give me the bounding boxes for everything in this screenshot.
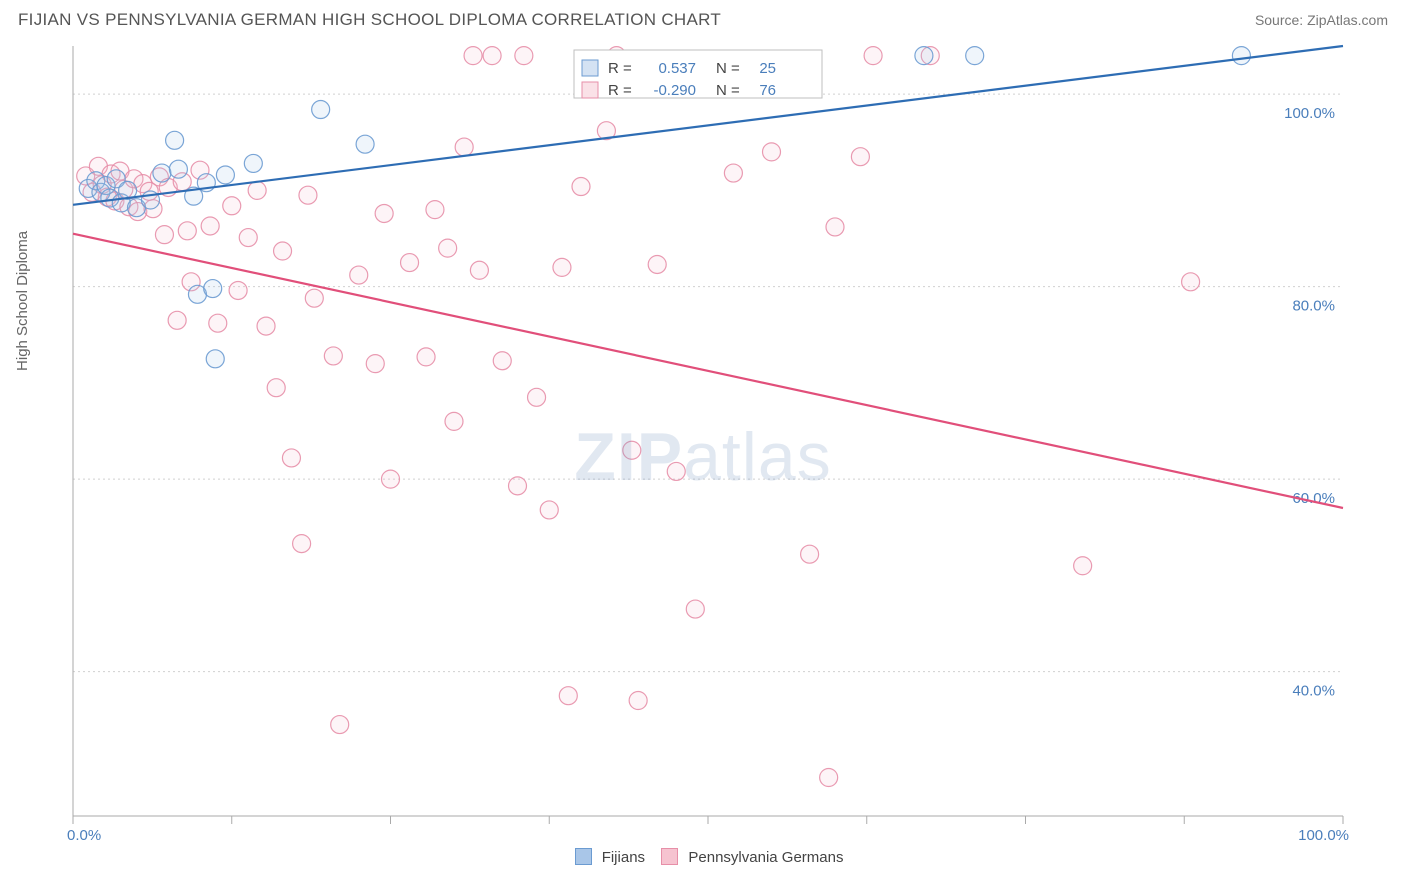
point-pa-germans bbox=[168, 311, 186, 329]
x-tick-label: 0.0% bbox=[67, 827, 101, 844]
point-pa-germans bbox=[455, 138, 473, 156]
source-label: Source: ZipAtlas.com bbox=[1255, 12, 1388, 28]
stat-r-value: 0.537 bbox=[658, 60, 696, 77]
point-fijians bbox=[915, 47, 933, 65]
point-pa-germans bbox=[686, 600, 704, 618]
point-pa-germans bbox=[239, 229, 257, 247]
chart-title: FIJIAN VS PENNSYLVANIA GERMAN HIGH SCHOO… bbox=[18, 10, 721, 30]
stat-swatch-pa-germans bbox=[582, 82, 598, 98]
legend-swatch-pa-germans bbox=[661, 848, 678, 865]
legend-label-pa-germans: Pennsylvania Germans bbox=[688, 849, 843, 866]
point-pa-germans bbox=[724, 164, 742, 182]
point-pa-germans bbox=[229, 281, 247, 299]
point-pa-germans bbox=[1074, 557, 1092, 575]
y-tick-label: 40.0% bbox=[1292, 683, 1335, 700]
point-pa-germans bbox=[366, 355, 384, 373]
stat-swatch-fijians bbox=[582, 60, 598, 76]
point-pa-germans bbox=[572, 178, 590, 196]
point-pa-germans bbox=[299, 186, 317, 204]
point-pa-germans bbox=[493, 352, 511, 370]
point-fijians bbox=[312, 101, 330, 119]
point-pa-germans bbox=[528, 388, 546, 406]
stat-n-value: 25 bbox=[759, 60, 776, 77]
stat-n-label: N = bbox=[716, 82, 740, 99]
point-pa-germans bbox=[509, 477, 527, 495]
series-legend: Fijians Pennsylvania Germans bbox=[0, 848, 1406, 866]
stat-r-label: R = bbox=[608, 82, 632, 99]
point-pa-germans bbox=[209, 314, 227, 332]
legend-swatch-fijians bbox=[575, 848, 592, 865]
point-fijians bbox=[204, 280, 222, 298]
stat-n-value: 76 bbox=[759, 82, 776, 99]
x-tick-label: 100.0% bbox=[1298, 827, 1349, 844]
point-fijians bbox=[153, 164, 171, 182]
point-pa-germans bbox=[540, 501, 558, 519]
point-pa-germans bbox=[401, 254, 419, 272]
point-fijians bbox=[216, 166, 234, 184]
y-tick-label: 100.0% bbox=[1284, 105, 1335, 122]
point-pa-germans bbox=[648, 255, 666, 273]
point-pa-germans bbox=[470, 261, 488, 279]
point-pa-germans bbox=[274, 242, 292, 260]
legend-label-fijians: Fijians bbox=[602, 849, 645, 866]
point-pa-germans bbox=[375, 204, 393, 222]
point-pa-germans bbox=[801, 545, 819, 563]
point-pa-germans bbox=[331, 716, 349, 734]
point-pa-germans bbox=[464, 47, 482, 65]
y-tick-label: 80.0% bbox=[1292, 298, 1335, 315]
point-pa-germans bbox=[350, 266, 368, 284]
point-pa-germans bbox=[248, 181, 266, 199]
point-pa-germans bbox=[223, 197, 241, 215]
point-fijians bbox=[966, 47, 984, 65]
point-pa-germans bbox=[445, 412, 463, 430]
point-pa-germans bbox=[382, 470, 400, 488]
point-pa-germans bbox=[820, 769, 838, 787]
point-fijians bbox=[356, 135, 374, 153]
point-pa-germans bbox=[559, 687, 577, 705]
point-pa-germans bbox=[864, 47, 882, 65]
point-pa-germans bbox=[439, 239, 457, 257]
chart-container: High School Diploma 40.0%60.0%80.0%100.0… bbox=[18, 36, 1388, 846]
point-pa-germans bbox=[629, 692, 647, 710]
point-pa-germans bbox=[257, 317, 275, 335]
point-pa-germans bbox=[623, 441, 641, 459]
point-fijians bbox=[169, 160, 187, 178]
point-fijians bbox=[166, 131, 184, 149]
scatter-chart: 40.0%60.0%80.0%100.0%0.0%R =0.537N =25R … bbox=[18, 36, 1373, 846]
point-pa-germans bbox=[667, 462, 685, 480]
point-pa-germans bbox=[201, 217, 219, 235]
point-pa-germans bbox=[293, 535, 311, 553]
trendline-pa-germans bbox=[73, 234, 1343, 508]
point-pa-germans bbox=[515, 47, 533, 65]
stat-r-label: R = bbox=[608, 60, 632, 77]
stat-r-value: -0.290 bbox=[653, 82, 696, 99]
stat-n-label: N = bbox=[716, 60, 740, 77]
point-pa-germans bbox=[417, 348, 435, 366]
point-pa-germans bbox=[483, 47, 501, 65]
point-pa-germans bbox=[178, 222, 196, 240]
point-fijians bbox=[1232, 47, 1250, 65]
point-pa-germans bbox=[553, 258, 571, 276]
point-pa-germans bbox=[155, 226, 173, 244]
point-pa-germans bbox=[267, 379, 285, 397]
point-pa-germans bbox=[426, 201, 444, 219]
point-pa-germans bbox=[305, 289, 323, 307]
point-pa-germans bbox=[763, 143, 781, 161]
point-pa-germans bbox=[282, 449, 300, 467]
point-pa-germans bbox=[826, 218, 844, 236]
point-pa-germans bbox=[324, 347, 342, 365]
point-fijians bbox=[206, 350, 224, 368]
y-axis-label: High School Diploma bbox=[14, 231, 31, 371]
point-fijians bbox=[244, 154, 262, 172]
point-pa-germans bbox=[1182, 273, 1200, 291]
point-pa-germans bbox=[851, 148, 869, 166]
